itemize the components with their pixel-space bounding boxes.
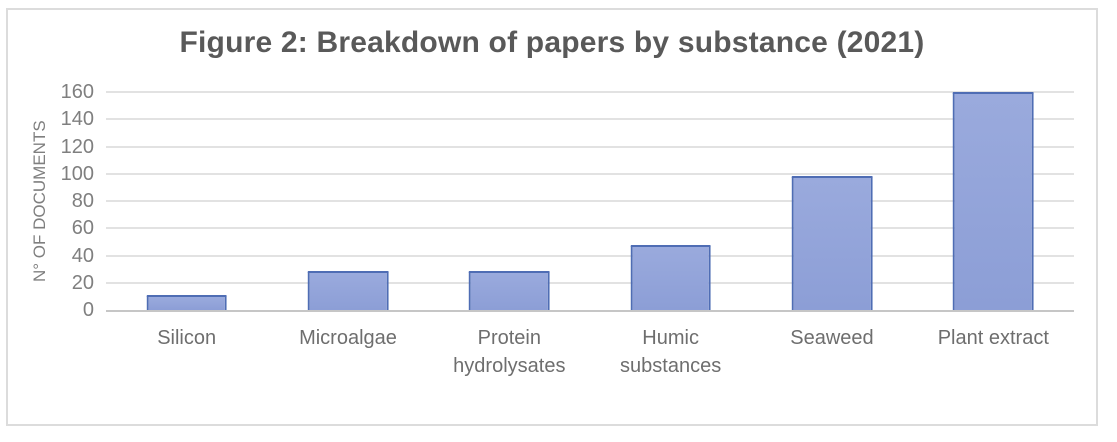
gridline-140: [106, 118, 1074, 121]
chart-title: Figure 2: Breakdown of papers by substan…: [179, 26, 925, 59]
plot-area: [106, 91, 1074, 312]
figure-frame: Figure 2: Breakdown of papers by substan…: [6, 8, 1098, 426]
y-tick-label-140: 140: [60, 108, 94, 131]
bar-humic-substances: [630, 244, 711, 310]
x-label-protein-hydrolysates: Protein hydrolysates: [453, 327, 566, 377]
chart-area: N° OF DOCUMENTS 160 140 120 100 80 60 40 20 0 Si…: [26, 81, 1074, 380]
y-tick-label-0: 0: [82, 299, 94, 321]
x-label-cell-silicon: Silicon: [106, 324, 267, 380]
bar-microalgae: [307, 270, 389, 310]
gridline-80: [106, 200, 1074, 202]
gridline-160: [106, 91, 1074, 93]
gridline-60: [106, 227, 1074, 230]
gridline-20: [106, 281, 1074, 284]
x-label-plant-extract: Plant extract: [937, 327, 1049, 349]
y-tick-label-60: 60: [71, 217, 94, 240]
gridline-120: [106, 145, 1074, 148]
y-axis-ticks: 160 140 120 100 80 60 40 20 0: [54, 81, 106, 321]
x-label-cell-seaweed: Seaweed: [751, 324, 912, 380]
gridline-40: [106, 254, 1074, 257]
y-tick-label-20: 20: [71, 271, 94, 294]
y-tick-label-160: 160: [60, 81, 94, 103]
x-label-humic-substances: Humic substances: [620, 327, 722, 377]
y-tick-label-120: 120: [60, 135, 94, 158]
x-label-silicon: Silicon: [157, 327, 217, 349]
x-axis-labels: Silicon Microalgae Protein hydrolysates Hum…: [106, 324, 1074, 380]
gridline-100: [106, 172, 1074, 175]
x-label-cell-humic-substances: Humic substances: [590, 324, 751, 380]
bar-seaweed: [791, 176, 873, 310]
bar-silicon: [146, 295, 227, 310]
bar-plant-extract: [953, 92, 1034, 310]
y-tick-label-40: 40: [71, 244, 94, 267]
x-label-cell-protein-hydrolysates: Protein hydrolysates: [429, 324, 590, 380]
x-label-cell-microalgae: Microalgae: [267, 324, 428, 380]
y-tick-label-80: 80: [71, 190, 94, 212]
plot-column: Silicon Microalgae Protein hydrolysates Hum…: [106, 91, 1074, 380]
x-label-microalgae: Microalgae: [299, 327, 397, 349]
x-label-cell-plant-extract: Plant extract: [913, 324, 1074, 380]
x-label-seaweed: Seaweed: [790, 327, 874, 349]
y-axis-title: N° OF DOCUMENTS: [30, 120, 49, 282]
y-tick-label-100: 100: [60, 162, 94, 185]
bar-protein-hydrolysates: [469, 270, 550, 310]
